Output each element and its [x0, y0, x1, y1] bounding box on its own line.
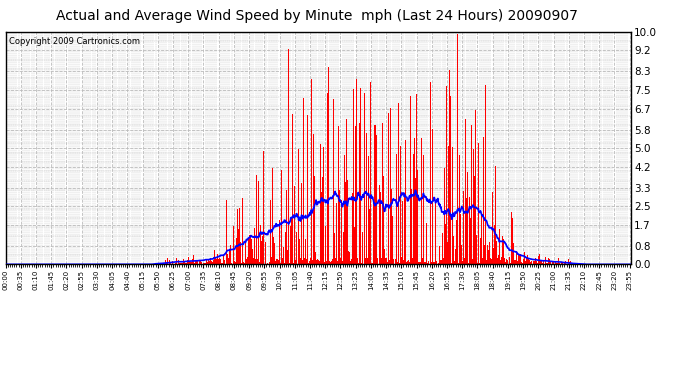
Text: Actual and Average Wind Speed by Minute  mph (Last 24 Hours) 20090907: Actual and Average Wind Speed by Minute …	[57, 9, 578, 23]
Text: Copyright 2009 Cartronics.com: Copyright 2009 Cartronics.com	[9, 36, 139, 45]
